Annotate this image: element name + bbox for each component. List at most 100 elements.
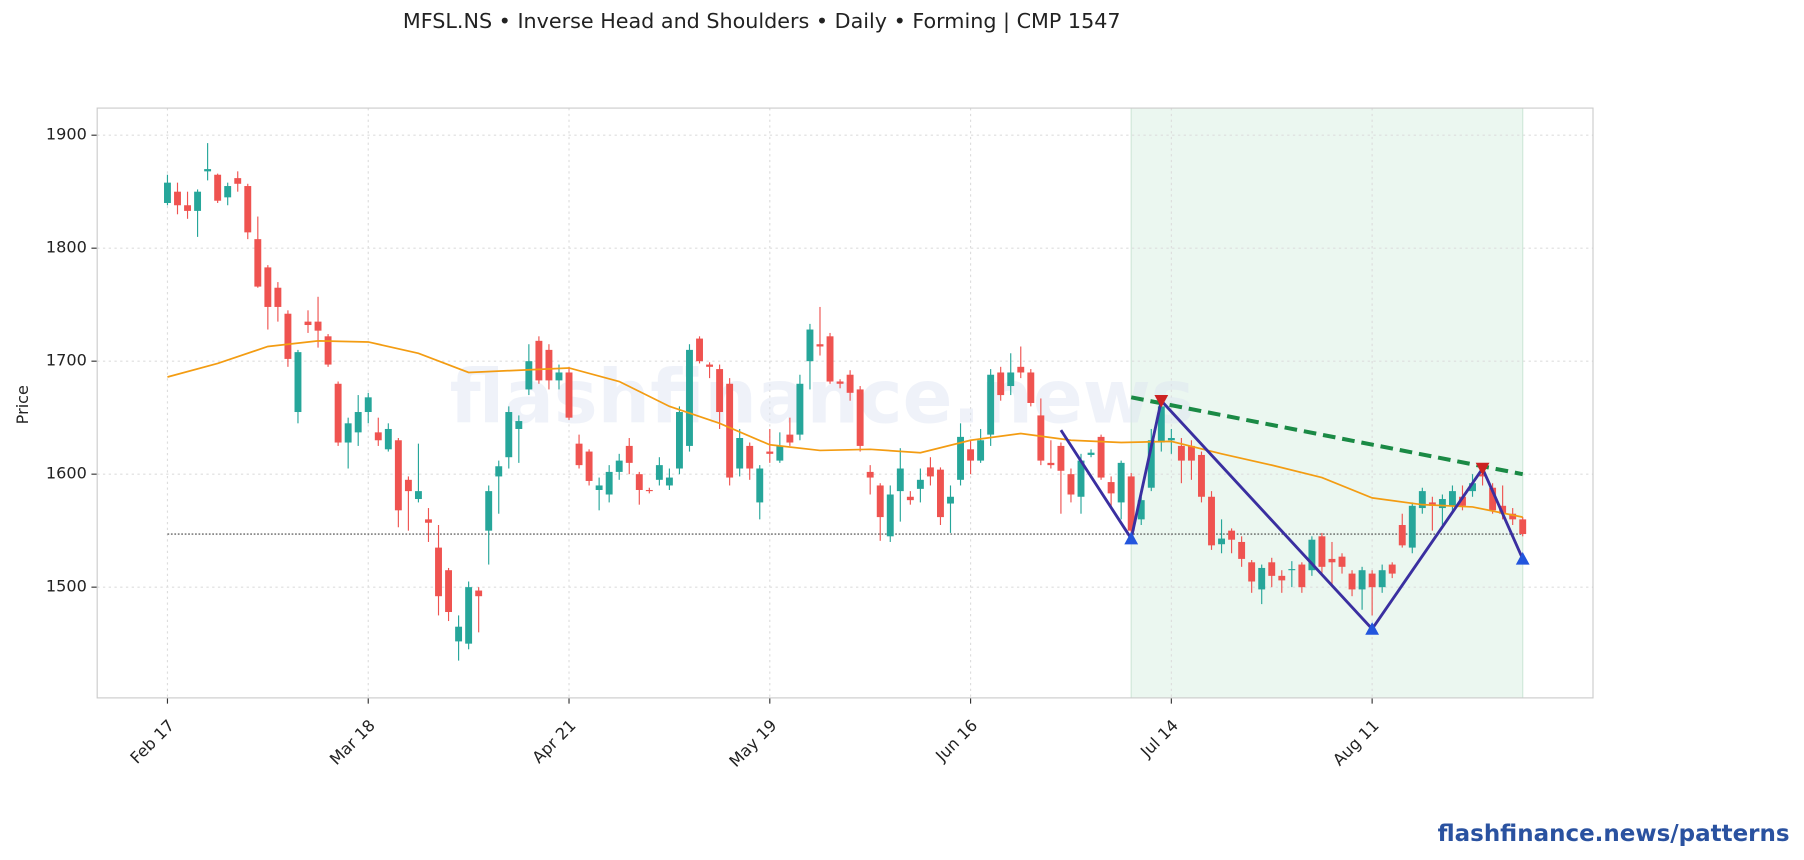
candle-body <box>254 239 262 287</box>
candle-body <box>806 329 814 362</box>
candle-body <box>967 449 975 461</box>
candle-body <box>826 336 834 382</box>
candle-body <box>505 412 513 458</box>
candle-body <box>1107 482 1115 494</box>
candle-body <box>414 491 422 500</box>
candle-body <box>846 374 854 393</box>
candle-body <box>776 445 784 461</box>
candle-body <box>425 519 432 523</box>
candle-body <box>344 423 352 443</box>
candle-body <box>1077 460 1085 497</box>
candle-body <box>655 465 663 480</box>
candle-body <box>1137 500 1145 520</box>
candle-body <box>194 191 202 211</box>
candle-body <box>615 460 623 472</box>
candle-body <box>997 372 1005 396</box>
candle-body <box>174 191 181 206</box>
candle-body <box>384 428 392 450</box>
candle-body <box>977 440 985 461</box>
y-tick-label: 1900 <box>46 125 87 144</box>
candle-body <box>1228 530 1236 540</box>
candle-body <box>515 421 523 429</box>
candle-body <box>1348 573 1356 590</box>
candle-body <box>1127 476 1135 531</box>
y-tick-label: 1800 <box>46 238 87 257</box>
candle-body <box>1308 539 1316 571</box>
candle-body <box>294 352 302 413</box>
candle-body <box>164 182 171 203</box>
candle-body <box>1017 366 1025 373</box>
candle-body <box>495 466 503 477</box>
candle-body <box>1438 499 1446 509</box>
candle-body <box>214 174 222 201</box>
candle-body <box>786 434 794 443</box>
candle-body <box>836 381 844 384</box>
candle-body <box>1147 440 1155 488</box>
candle-body <box>1338 556 1346 567</box>
candle-body <box>706 364 714 367</box>
candle-body <box>645 489 653 492</box>
candle-body <box>1328 558 1336 563</box>
candle-body <box>866 471 874 478</box>
y-tick-label: 1500 <box>46 577 87 596</box>
candle-body <box>926 467 934 477</box>
candle-body <box>896 468 904 492</box>
candle-body <box>856 389 864 446</box>
candle-body <box>204 169 212 172</box>
candle-body <box>455 626 463 642</box>
candle-body <box>1097 436 1105 478</box>
candle-body <box>726 383 734 478</box>
candle-body <box>1418 491 1426 509</box>
candle-body <box>1218 538 1225 545</box>
candle-body <box>766 451 774 454</box>
candle-body <box>485 491 493 531</box>
candle-body <box>374 432 382 441</box>
candle-body <box>1208 496 1215 546</box>
candle-body <box>1057 445 1065 471</box>
candle-body <box>987 374 995 435</box>
candle-body <box>244 186 252 233</box>
peak-marker <box>1475 462 1490 476</box>
candle-body <box>1238 541 1246 559</box>
candle-body <box>1117 462 1125 503</box>
candle-body <box>1157 406 1165 443</box>
candle-body <box>354 412 362 433</box>
candle-body <box>585 451 593 481</box>
candle-body <box>314 321 322 331</box>
footer: flashfinance.news/patterns <box>1438 821 1790 847</box>
candle-body <box>1499 505 1507 514</box>
candle-body <box>404 479 412 492</box>
candle-body <box>1288 569 1296 571</box>
candle-body <box>475 590 483 597</box>
candle-body <box>1428 502 1436 506</box>
candle-body <box>916 479 924 489</box>
candle-body <box>575 443 583 466</box>
pattern-line <box>1059 397 1525 632</box>
candle-body <box>1298 564 1306 588</box>
candle-body <box>1268 562 1276 576</box>
candle-body <box>957 436 964 480</box>
candle-body <box>1469 483 1476 492</box>
candle-body <box>394 440 402 511</box>
candle-body <box>1278 575 1286 581</box>
candle-body <box>937 469 944 518</box>
y-tick-label: 1600 <box>46 464 87 483</box>
candle-body <box>1258 567 1266 590</box>
candle-body <box>465 587 473 644</box>
candle-body <box>264 267 272 307</box>
candle-body <box>274 287 282 307</box>
candle-body <box>284 313 292 359</box>
candle-body <box>445 570 452 613</box>
x-tick-label: Mar 18 <box>326 716 379 769</box>
candle-body <box>1067 474 1075 495</box>
x-tick-label: Feb 17 <box>126 716 178 768</box>
candle-body <box>886 494 894 537</box>
trough-marker <box>1515 552 1530 565</box>
candles <box>164 143 1527 661</box>
candle-body <box>746 445 754 469</box>
plot-frame <box>96 107 1594 699</box>
candle-body <box>1358 570 1366 590</box>
candle-body <box>1047 462 1055 466</box>
candle-body <box>1408 505 1416 548</box>
candle-body <box>184 205 191 211</box>
